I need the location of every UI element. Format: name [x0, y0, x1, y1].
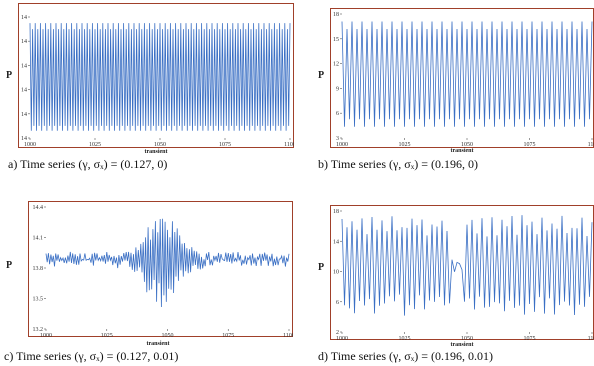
y-axis-label: P: [6, 70, 13, 81]
y-tick-label: 13.5: [33, 297, 44, 303]
series-line: [29, 23, 291, 131]
x-tick-label: 1075: [524, 142, 536, 148]
y-tick-label: 14.4: [33, 205, 44, 211]
series-line: [341, 215, 593, 316]
y-tick-label: 6: [336, 111, 339, 117]
x-tick-label: 1100: [284, 142, 294, 148]
x-tick-label: 1075: [524, 336, 536, 342]
x-tick-label: 1025: [399, 142, 411, 148]
x-tick-label: 1075: [219, 142, 231, 148]
y-tick-label: 3: [336, 136, 339, 142]
x-tick-label: 1025: [101, 333, 113, 339]
y-tick-label: 14: [21, 112, 27, 118]
y-tick-label: 12: [333, 62, 339, 68]
caption-b: b) Time series (γ, σₓ) = (0.196, 0): [318, 157, 479, 171]
x-tick-label: 1000: [336, 336, 348, 342]
x-tick-label: 1000: [336, 142, 348, 148]
x-tick-label: 1000: [24, 142, 36, 148]
chart-b: 3 6 9 12 15 18 1000 1025 1050 1075 110: [333, 12, 594, 148]
y-tick-label: 14: [21, 88, 27, 94]
x-tick-label: 1050: [461, 336, 473, 342]
y-tick-label: 10: [333, 270, 339, 276]
y-tick-label: 13.8: [33, 266, 44, 272]
y-tick-label: 14.1: [33, 236, 44, 242]
x-tick-label: 1025: [89, 142, 101, 148]
x-tick-label: 110: [588, 142, 594, 148]
y-axis-label: P: [318, 70, 325, 81]
y-tick-label: 6: [336, 300, 339, 306]
y-tick-label: 2: [336, 330, 339, 336]
chart-c: 13.2 13.5 13.8 14.1 14.4 1000 1025 1050 1075 1100: [33, 205, 294, 339]
y-tick-label: 13.2: [33, 327, 44, 333]
caption-a: a) Time series (γ, σₓ) = (0.127, 0): [8, 157, 168, 171]
x-axis-label: transient: [144, 149, 168, 155]
x-tick-label: 1050: [461, 142, 473, 148]
y-tick-label: 14: [21, 15, 27, 21]
series-line: [45, 218, 290, 308]
x-tick-label: 1050: [154, 142, 166, 148]
y-axis-label: P: [6, 260, 13, 271]
x-tick-label: 110: [588, 336, 594, 342]
x-tick-label: 1025: [399, 336, 411, 342]
y-tick-label: 18: [333, 12, 339, 18]
y-tick-label: 14: [333, 239, 339, 245]
y-tick-label: 14: [21, 39, 27, 45]
caption-c: c) Time series (γ, σₓ) = (0.127, 0.01): [4, 349, 179, 363]
x-tick-label: 1050: [162, 333, 174, 339]
x-tick-label: 1100: [283, 333, 293, 339]
y-tick-label: 9: [336, 86, 339, 92]
x-axis-label: transient: [450, 148, 474, 154]
x-tick-label: 1000: [40, 333, 52, 339]
chart-d: 2 6 10 14 18 1000 1025 1050 1075 110: [333, 209, 594, 342]
y-tick-label: 15: [333, 37, 339, 43]
x-axis-label: transient: [450, 342, 474, 348]
caption-d: d) Time series (γ, σₓ) = (0.196, 0.01): [318, 349, 494, 363]
x-axis-label: transient: [146, 341, 170, 347]
y-tick-label: 14: [21, 63, 27, 69]
y-tick-label: 18: [333, 209, 339, 215]
chart-a: 14141414141410001025105010751100: [21, 15, 294, 148]
y-axis-label: P: [318, 262, 325, 273]
series-line: [341, 21, 593, 127]
y-tick-label: 14: [21, 136, 27, 142]
x-tick-label: 1075: [222, 333, 234, 339]
